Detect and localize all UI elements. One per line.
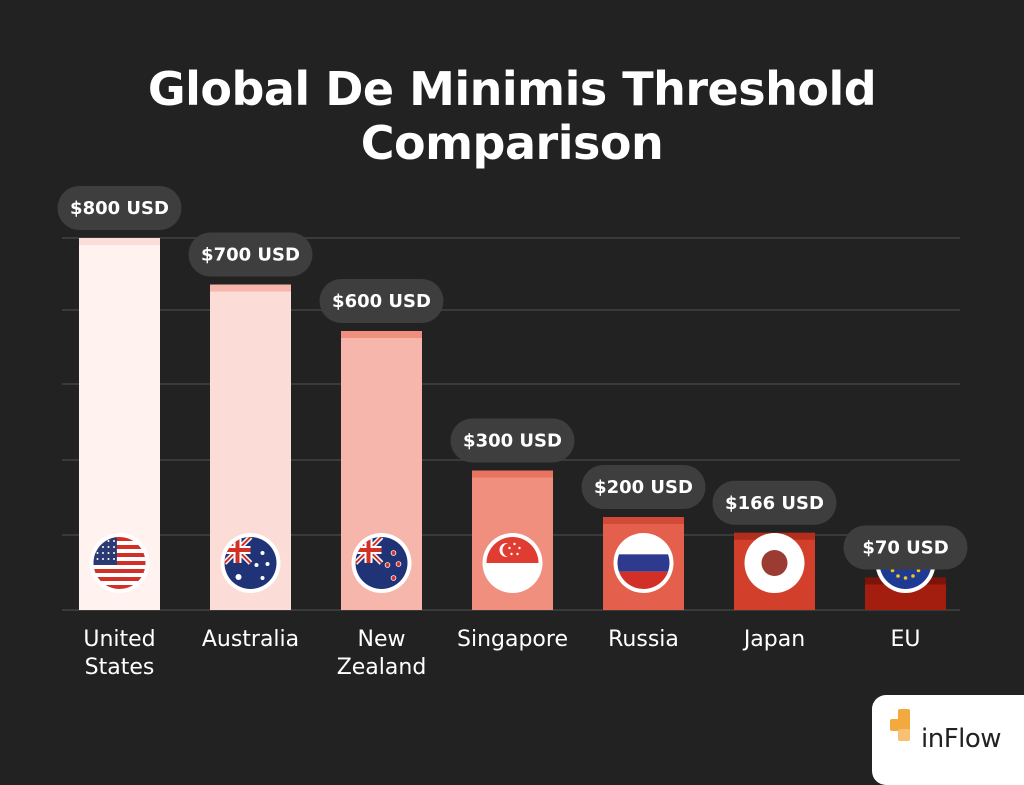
value-label-pill: [712, 480, 837, 525]
value-label: $300 USD: [463, 431, 562, 452]
singapore-flag-icon: [482, 533, 543, 593]
value-label-pill: [319, 279, 444, 323]
bar-cap: [472, 470, 553, 478]
bar-chart: $800 USD $700 USD $600 USD $300 USD $200 USD…: [57, 186, 968, 680]
category-label: Russia: [608, 627, 679, 652]
value-label: $200 USD: [594, 477, 693, 498]
value-label: $166 USD: [725, 493, 824, 514]
chart-title-line2: Comparison: [360, 116, 664, 170]
australia-flag-icon: [220, 533, 281, 593]
bar-cap: [341, 331, 422, 338]
category-label: Japan: [742, 627, 805, 652]
japan-flag-icon: [744, 533, 805, 593]
value-label: $700 USD: [201, 245, 300, 266]
value-label-pill: [581, 465, 706, 509]
value-label: $800 USD: [70, 198, 169, 219]
category-label-layer: United States Australia New Zealand Singapore…: [83, 627, 920, 680]
category-label: Singapore: [457, 627, 568, 652]
value-label-pill: [57, 186, 182, 230]
chart-title: Global De Minimis Threshold Comparison: [0, 62, 1024, 170]
value-label-pill: [450, 418, 575, 463]
category-label: EU: [890, 627, 920, 652]
category-label: Australia: [202, 627, 299, 652]
bar-cap: [210, 284, 291, 292]
value-label: $70 USD: [862, 537, 948, 558]
category-label: United States: [83, 627, 155, 680]
category-label: New Zealand: [337, 627, 427, 680]
value-label-pill: [188, 232, 313, 277]
bar-cap: [79, 238, 160, 245]
bar-cap: [603, 517, 684, 524]
value-label: $600 USD: [332, 291, 431, 312]
russia-flag-icon: [613, 533, 674, 593]
chart-title-line1: Global De Minimis Threshold: [147, 62, 877, 116]
value-label-layer: $800 USD $700 USD $600 USD $300 USD $200 USD…: [57, 186, 968, 570]
new-zealand-flag-icon: [351, 533, 412, 593]
us-flag-icon: [89, 533, 150, 593]
inflow-logo-icon: [890, 709, 910, 741]
brand-name: inFlow: [921, 724, 1002, 754]
value-label-pill: [843, 525, 968, 570]
brand-logo: inFlow: [872, 695, 1024, 785]
